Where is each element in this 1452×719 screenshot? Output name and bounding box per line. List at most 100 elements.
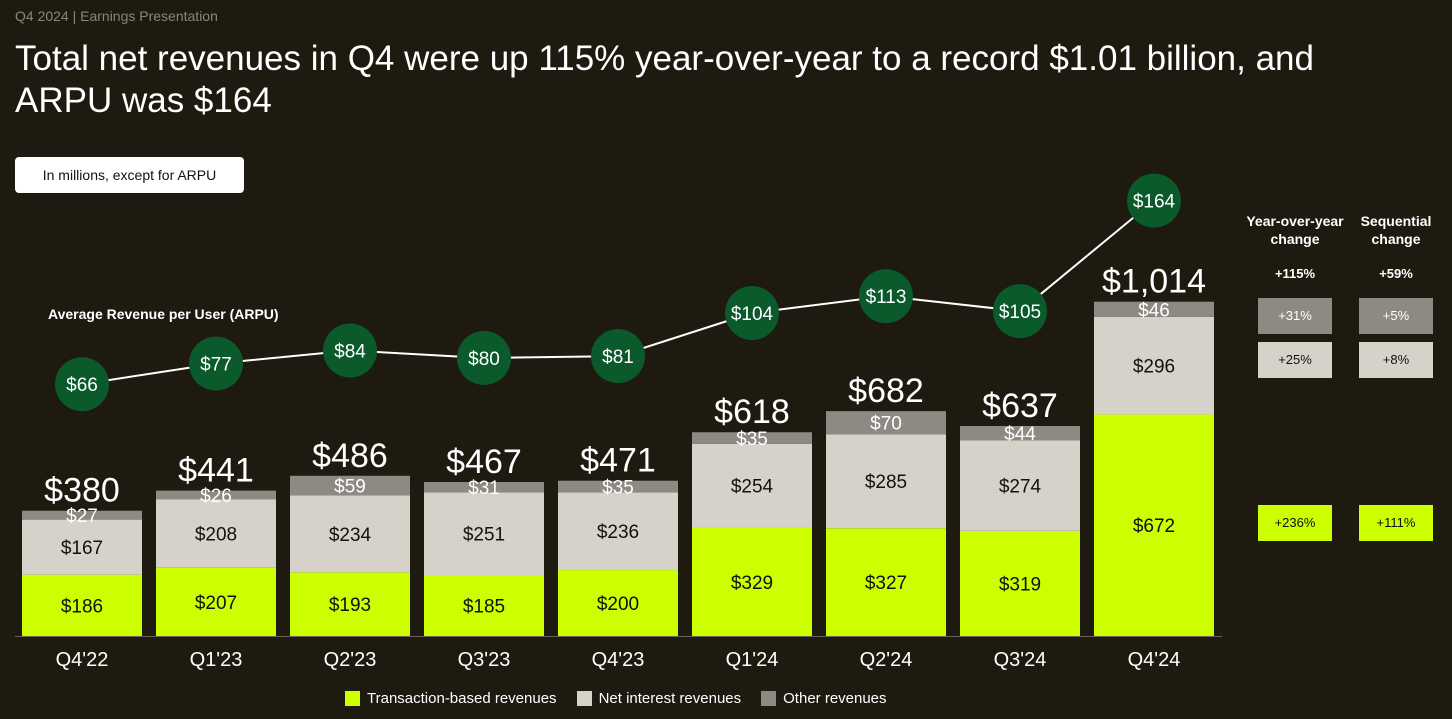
arpu-value-label: $66	[66, 375, 98, 396]
bar-total-label: $637	[982, 387, 1058, 425]
x-tick-label: Q3'23	[458, 649, 511, 671]
bar-value-label: $35	[736, 429, 768, 450]
x-tick-label: Q1'24	[726, 649, 779, 671]
bar-value-label: $327	[865, 573, 907, 594]
bar-segment	[424, 492, 544, 576]
bar-total-label: $486	[312, 437, 388, 475]
bar-segment	[692, 443, 812, 528]
x-tick-label: Q2'23	[324, 649, 377, 671]
legend-swatch	[576, 691, 592, 706]
arpu-point	[725, 286, 779, 341]
bar-total-label: $1,014	[1102, 263, 1206, 301]
bar-value-label: $167	[61, 538, 103, 559]
arpu-point	[859, 269, 913, 324]
bar-total-label: $471	[580, 442, 656, 480]
arpu-value-label: $113	[866, 287, 907, 308]
x-tick-label: Q2'24	[860, 649, 913, 671]
bar-value-label: $193	[329, 595, 371, 616]
bar-segment	[22, 510, 142, 520]
bar-value-label: $274	[999, 477, 1042, 498]
chart-legend: Transaction-based revenues Net interest …	[345, 690, 887, 707]
yoy-header: Year-over-year change	[1246, 213, 1344, 247]
bar-value-label: $70	[870, 414, 902, 435]
bar-segment	[22, 574, 142, 636]
arpu-value-label: $105	[999, 302, 1041, 323]
bar-value-label: $27	[66, 506, 98, 527]
yoy-total-change: +115%	[1274, 266, 1316, 281]
bar-total-label: $441	[178, 452, 254, 490]
bar-value-label: $185	[463, 597, 505, 618]
seq-net-interest-change: +8%	[1359, 342, 1433, 378]
legend-swatch	[345, 691, 360, 706]
arpu-value-label: $104	[731, 304, 774, 325]
legend-label: Transaction-based revenues	[367, 690, 557, 707]
bar-value-label: $186	[61, 596, 103, 617]
legend-swatch	[761, 691, 777, 706]
arpu-value-label: $80	[468, 349, 500, 370]
legend-item-other: Other revenues	[761, 690, 887, 707]
bar-segment	[424, 575, 544, 636]
bar-value-label: $254	[731, 477, 774, 498]
bar-value-label: $672	[1133, 516, 1175, 537]
bar-segment	[558, 570, 678, 636]
bar-segment	[290, 572, 410, 636]
bar-value-label: $44	[1004, 424, 1036, 445]
x-tick-label: Q4'24	[1128, 649, 1181, 671]
bar-total-label: $682	[848, 372, 924, 410]
x-tick-label: Q3'24	[994, 649, 1047, 671]
bar-value-label: $59	[334, 476, 366, 497]
arpu-value-label: $81	[602, 347, 634, 368]
arpu-point	[189, 336, 243, 391]
bar-segment	[692, 527, 812, 636]
bar-total-label: $618	[714, 393, 790, 431]
arpu-point	[457, 330, 511, 385]
bar-value-label: $200	[597, 594, 639, 615]
bar-value-label: $26	[200, 486, 232, 507]
yoy-transaction-change: +236%	[1258, 505, 1332, 541]
bar-total-label: $380	[44, 472, 120, 510]
legend-label: Net interest revenues	[598, 690, 742, 707]
x-tick-label: Q1'23	[190, 649, 243, 671]
arpu-value-label: $77	[200, 355, 232, 376]
arpu-value-label: $164	[1133, 192, 1176, 213]
legend-item-transaction: Transaction-based revenues	[345, 690, 557, 707]
legend-label: Other revenues	[783, 690, 887, 707]
bar-value-label: $31	[468, 478, 500, 499]
seq-transaction-change: +111%	[1359, 505, 1433, 541]
arpu-point	[591, 329, 645, 384]
x-tick-label: Q4'23	[592, 649, 645, 671]
bar-value-label: $234	[329, 525, 372, 546]
arpu-point	[55, 357, 109, 412]
bar-segment	[156, 567, 276, 636]
bar-segment	[826, 528, 946, 636]
units-note: In millions, except for ARPU	[15, 157, 244, 193]
seq-header: Sequential change	[1360, 213, 1432, 247]
bar-total-label: $467	[446, 443, 522, 481]
bar-segment	[22, 519, 142, 575]
arpu-value-label: $84	[334, 341, 366, 362]
slide-title: Total net revenues in Q4 were up 115% ye…	[15, 39, 1314, 120]
arpu-point	[993, 284, 1047, 339]
bar-segment	[424, 482, 544, 493]
bar-value-label: $319	[999, 574, 1041, 595]
legend-item-net-interest: Net interest revenues	[576, 690, 742, 707]
bar-segment	[558, 480, 678, 493]
seq-other-change: +5%	[1359, 298, 1433, 334]
bar-segment	[558, 492, 678, 571]
arpu-point	[1127, 173, 1181, 228]
yoy-net-interest-change: +25%	[1258, 342, 1332, 378]
bar-segment	[960, 530, 1080, 636]
bar-value-label: $35	[602, 477, 634, 498]
bar-segment	[1094, 316, 1214, 415]
yoy-other-change: +31%	[1258, 298, 1332, 334]
bar-segment	[826, 411, 946, 435]
bar-value-label: $329	[731, 573, 773, 594]
bar-segment	[960, 440, 1080, 531]
bar-value-label: $46	[1138, 300, 1170, 321]
x-tick-label: Q4'22	[56, 649, 109, 671]
bar-segment	[1094, 414, 1214, 636]
bar-segment	[692, 432, 812, 444]
bar-segment	[1094, 301, 1214, 317]
bar-value-label: $285	[865, 472, 907, 493]
presentation-header: Q4 2024 | Earnings Presentation	[15, 8, 218, 24]
